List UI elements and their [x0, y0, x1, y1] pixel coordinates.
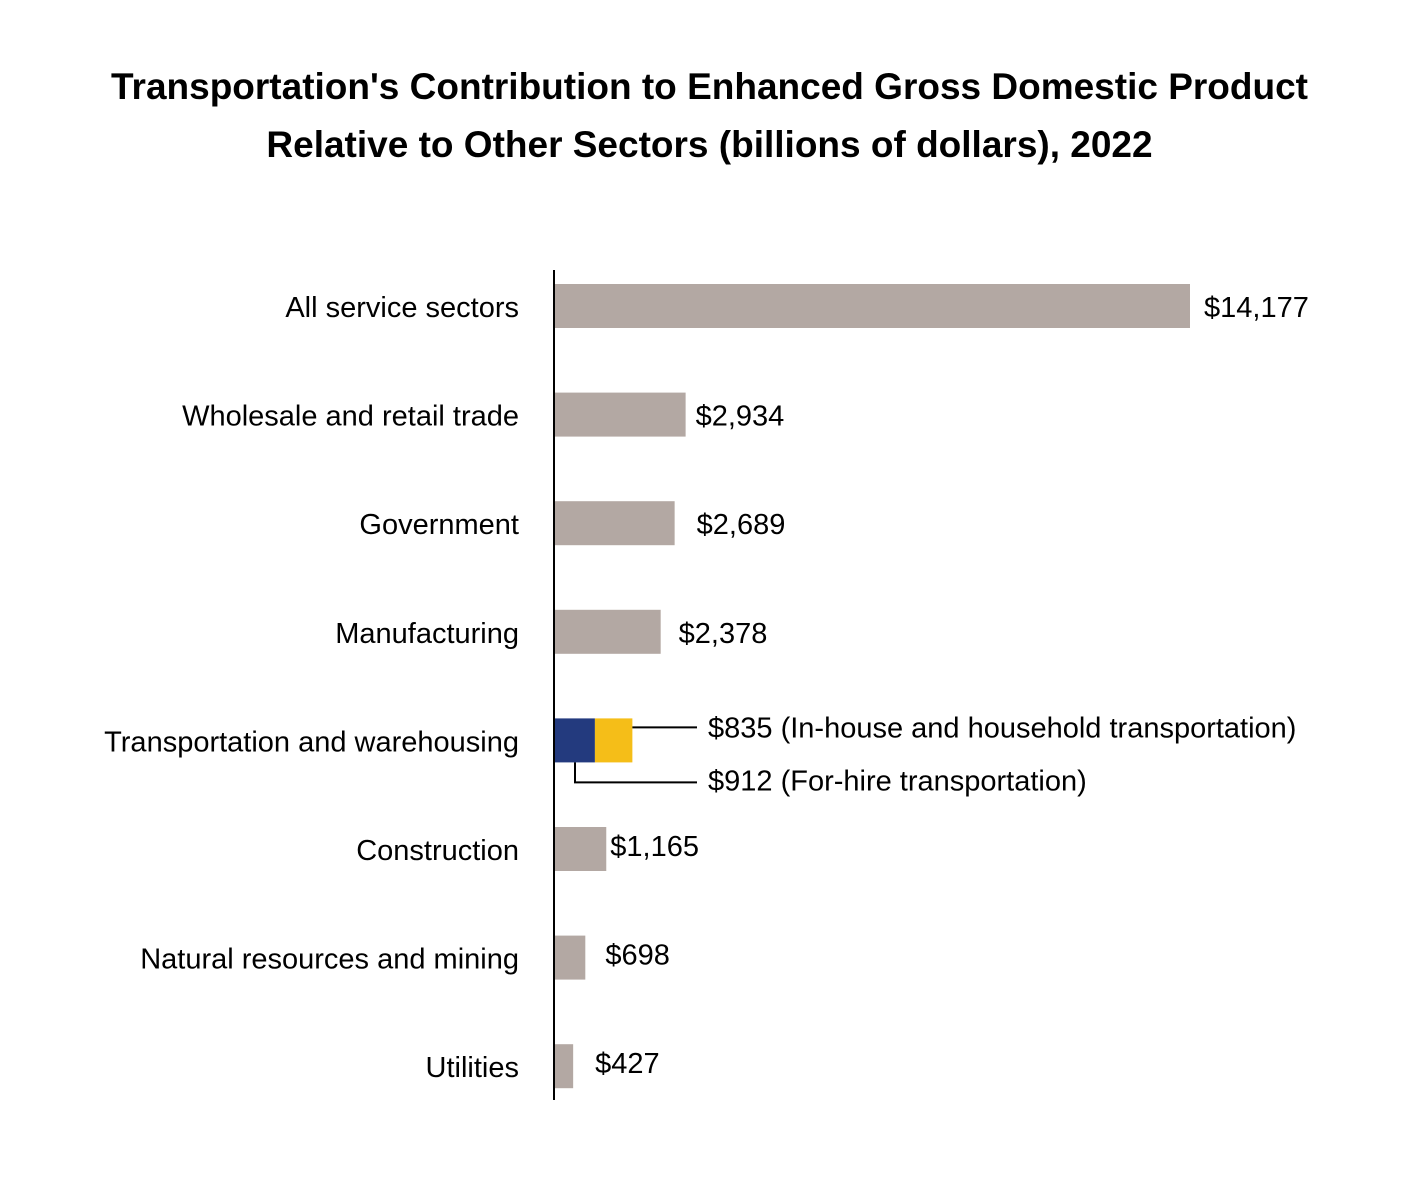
category-label: All service sectors: [285, 292, 519, 324]
category-label: Transportation and warehousing: [104, 726, 519, 758]
leader-line: [574, 762, 697, 784]
bar: [554, 392, 686, 437]
bar: [554, 609, 661, 654]
category-label: Utilities: [426, 1052, 519, 1084]
bar: [554, 1044, 574, 1089]
bar: [554, 501, 675, 546]
data-label: $835 (In-house and household transportat…: [708, 712, 1296, 744]
category-label: Manufacturing: [335, 618, 519, 650]
bar: [554, 827, 607, 871]
bar: [554, 284, 1190, 328]
bar: [554, 935, 586, 980]
data-label: $427: [595, 1048, 660, 1080]
category-label: Natural resources and mining: [140, 944, 519, 976]
category-label: Wholesale and retail trade: [182, 401, 519, 433]
data-label: $1,165: [610, 831, 699, 863]
data-label: $14,177: [1204, 292, 1309, 324]
stack-segment-bar: [594, 718, 633, 763]
data-label: $912 (For-hire transportation): [708, 765, 1087, 797]
category-label: Construction: [356, 835, 519, 867]
stack-segment-bar: [554, 718, 595, 763]
data-label: $698: [605, 940, 670, 972]
data-label: $2,689: [697, 509, 786, 541]
category-label: Government: [359, 509, 519, 541]
data-label: $2,378: [679, 618, 768, 650]
chart-title-line-2: Relative to Other Sectors (billions of d…: [266, 124, 1153, 165]
chart-title-line-1: Transportation's Contribution to Enhance…: [110, 66, 1308, 107]
data-label: $2,934: [696, 401, 785, 433]
